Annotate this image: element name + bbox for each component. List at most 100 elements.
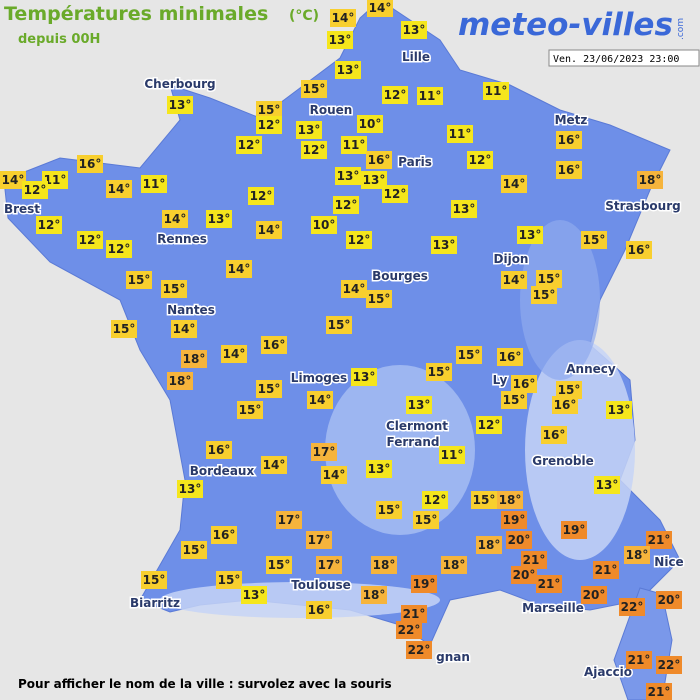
temperature-box: [341, 280, 367, 298]
temperature-label: 16°: [308, 603, 331, 617]
temperature-box: [541, 426, 567, 444]
temperature-box: [531, 286, 557, 304]
temperature-box: [561, 521, 587, 539]
temperature-box: [36, 216, 62, 234]
temperature-label: 21°: [628, 653, 651, 667]
temperature-box: [506, 531, 532, 549]
temperature-box: [206, 441, 232, 459]
temperature-box: [366, 290, 392, 308]
temperature-box: [236, 136, 262, 154]
temperature-box: [330, 9, 356, 27]
temperature-box: [181, 541, 207, 559]
temperature-label: 18°: [639, 173, 662, 187]
temperature-label: 14°: [258, 223, 281, 237]
temperature-box: [594, 476, 620, 494]
temperature-box: [181, 350, 207, 368]
temperature-label: 14°: [343, 282, 366, 296]
timestamp: Ven. 23/06/2023 23:00: [553, 54, 679, 65]
temperature-label: 13°: [596, 478, 619, 492]
temperature-box: [301, 80, 327, 98]
temperature-label: 16°: [554, 398, 577, 412]
temperature-box: [366, 460, 392, 478]
temperature-box: [451, 200, 477, 218]
temperature-label: 11°: [44, 173, 67, 187]
timestamp-box: [548, 49, 700, 67]
temperature-box: [431, 236, 457, 254]
temperature-box: [646, 683, 672, 700]
temperature-label: 18°: [373, 558, 396, 572]
temperature-box: [256, 101, 282, 119]
city-name: Nice: [654, 555, 683, 569]
temperature-label: 19°: [503, 513, 526, 527]
temperature-box: [406, 641, 432, 659]
temperature-label: 15°: [239, 403, 262, 417]
temperature-box: [497, 348, 523, 366]
temperature-label: 21°: [648, 685, 671, 699]
temperature-box: [361, 586, 387, 604]
temperature-box: [456, 346, 482, 364]
temperature-box: [106, 180, 132, 198]
city-name: Nantes: [167, 303, 215, 317]
temperature-box: [376, 501, 402, 519]
temperature-box: [311, 443, 337, 461]
temperature-box: [626, 241, 652, 259]
city-name: Lille: [402, 50, 430, 64]
temperature-label: 21°: [538, 577, 561, 591]
temperature-box: [501, 175, 527, 193]
temperature-box: [341, 136, 367, 154]
city-name: Clermont: [386, 419, 448, 433]
city-name: Marseille: [522, 601, 584, 615]
temperature-label: 12°: [79, 233, 102, 247]
temperature-box: [42, 171, 68, 189]
temperature-box: [511, 375, 537, 393]
temperature-label: 11°: [485, 84, 508, 98]
temperature-label: 15°: [583, 233, 606, 247]
temperature-box: [261, 336, 287, 354]
temperature-label: 20°: [513, 568, 536, 582]
city-name: Strasbourg: [605, 199, 680, 213]
temperature-label: 17°: [313, 445, 336, 459]
city-name: Ly: [493, 373, 508, 387]
temperature-box: [161, 280, 187, 298]
temperature-box: [106, 240, 132, 258]
temperature-box: [306, 531, 332, 549]
temperature-label: 14°: [323, 468, 346, 482]
temperature-label: 22°: [658, 658, 681, 672]
temperature-label: 20°: [658, 593, 681, 607]
temperature-box: [261, 456, 287, 474]
temperature-box: [476, 536, 502, 554]
temperature-box: [501, 391, 527, 409]
temperature-box: [256, 221, 282, 239]
temperature-box: [237, 401, 263, 419]
temperature-label: 15°: [143, 573, 166, 587]
temperature-label: 15°: [503, 393, 526, 407]
temperature-box: [581, 231, 607, 249]
temperature-label: 15°: [415, 513, 438, 527]
city-name: Brest: [4, 202, 40, 216]
temperature-label: 15°: [113, 322, 136, 336]
temperature-label: 14°: [309, 393, 332, 407]
temperature-box: [511, 566, 537, 584]
temperature-box: [301, 141, 327, 159]
city-name: Grenoble: [532, 454, 594, 468]
temperature-box: [256, 380, 282, 398]
temperature-box: [321, 466, 347, 484]
footer: Pour afficher le nom de la ville : survo…: [18, 677, 392, 691]
temperature-box: [371, 556, 397, 574]
temperature-label: 22°: [398, 623, 421, 637]
temperature-label: 21°: [648, 533, 671, 547]
temperature-box: [406, 396, 432, 414]
temperature-box: [536, 270, 562, 288]
temperature-box: [626, 651, 652, 669]
temperature-box: [316, 556, 342, 574]
temperature-box: [467, 151, 493, 169]
temperature-box: [216, 571, 242, 589]
city-name: Ferrand: [387, 435, 440, 449]
temperature-box: [162, 210, 188, 228]
temperature-label: 21°: [595, 563, 618, 577]
temperature-box: [517, 226, 543, 244]
temperature-box: [552, 396, 578, 414]
alps: [525, 340, 635, 560]
temperature-label: 17°: [318, 558, 341, 572]
temperature-label: 14°: [369, 1, 392, 15]
